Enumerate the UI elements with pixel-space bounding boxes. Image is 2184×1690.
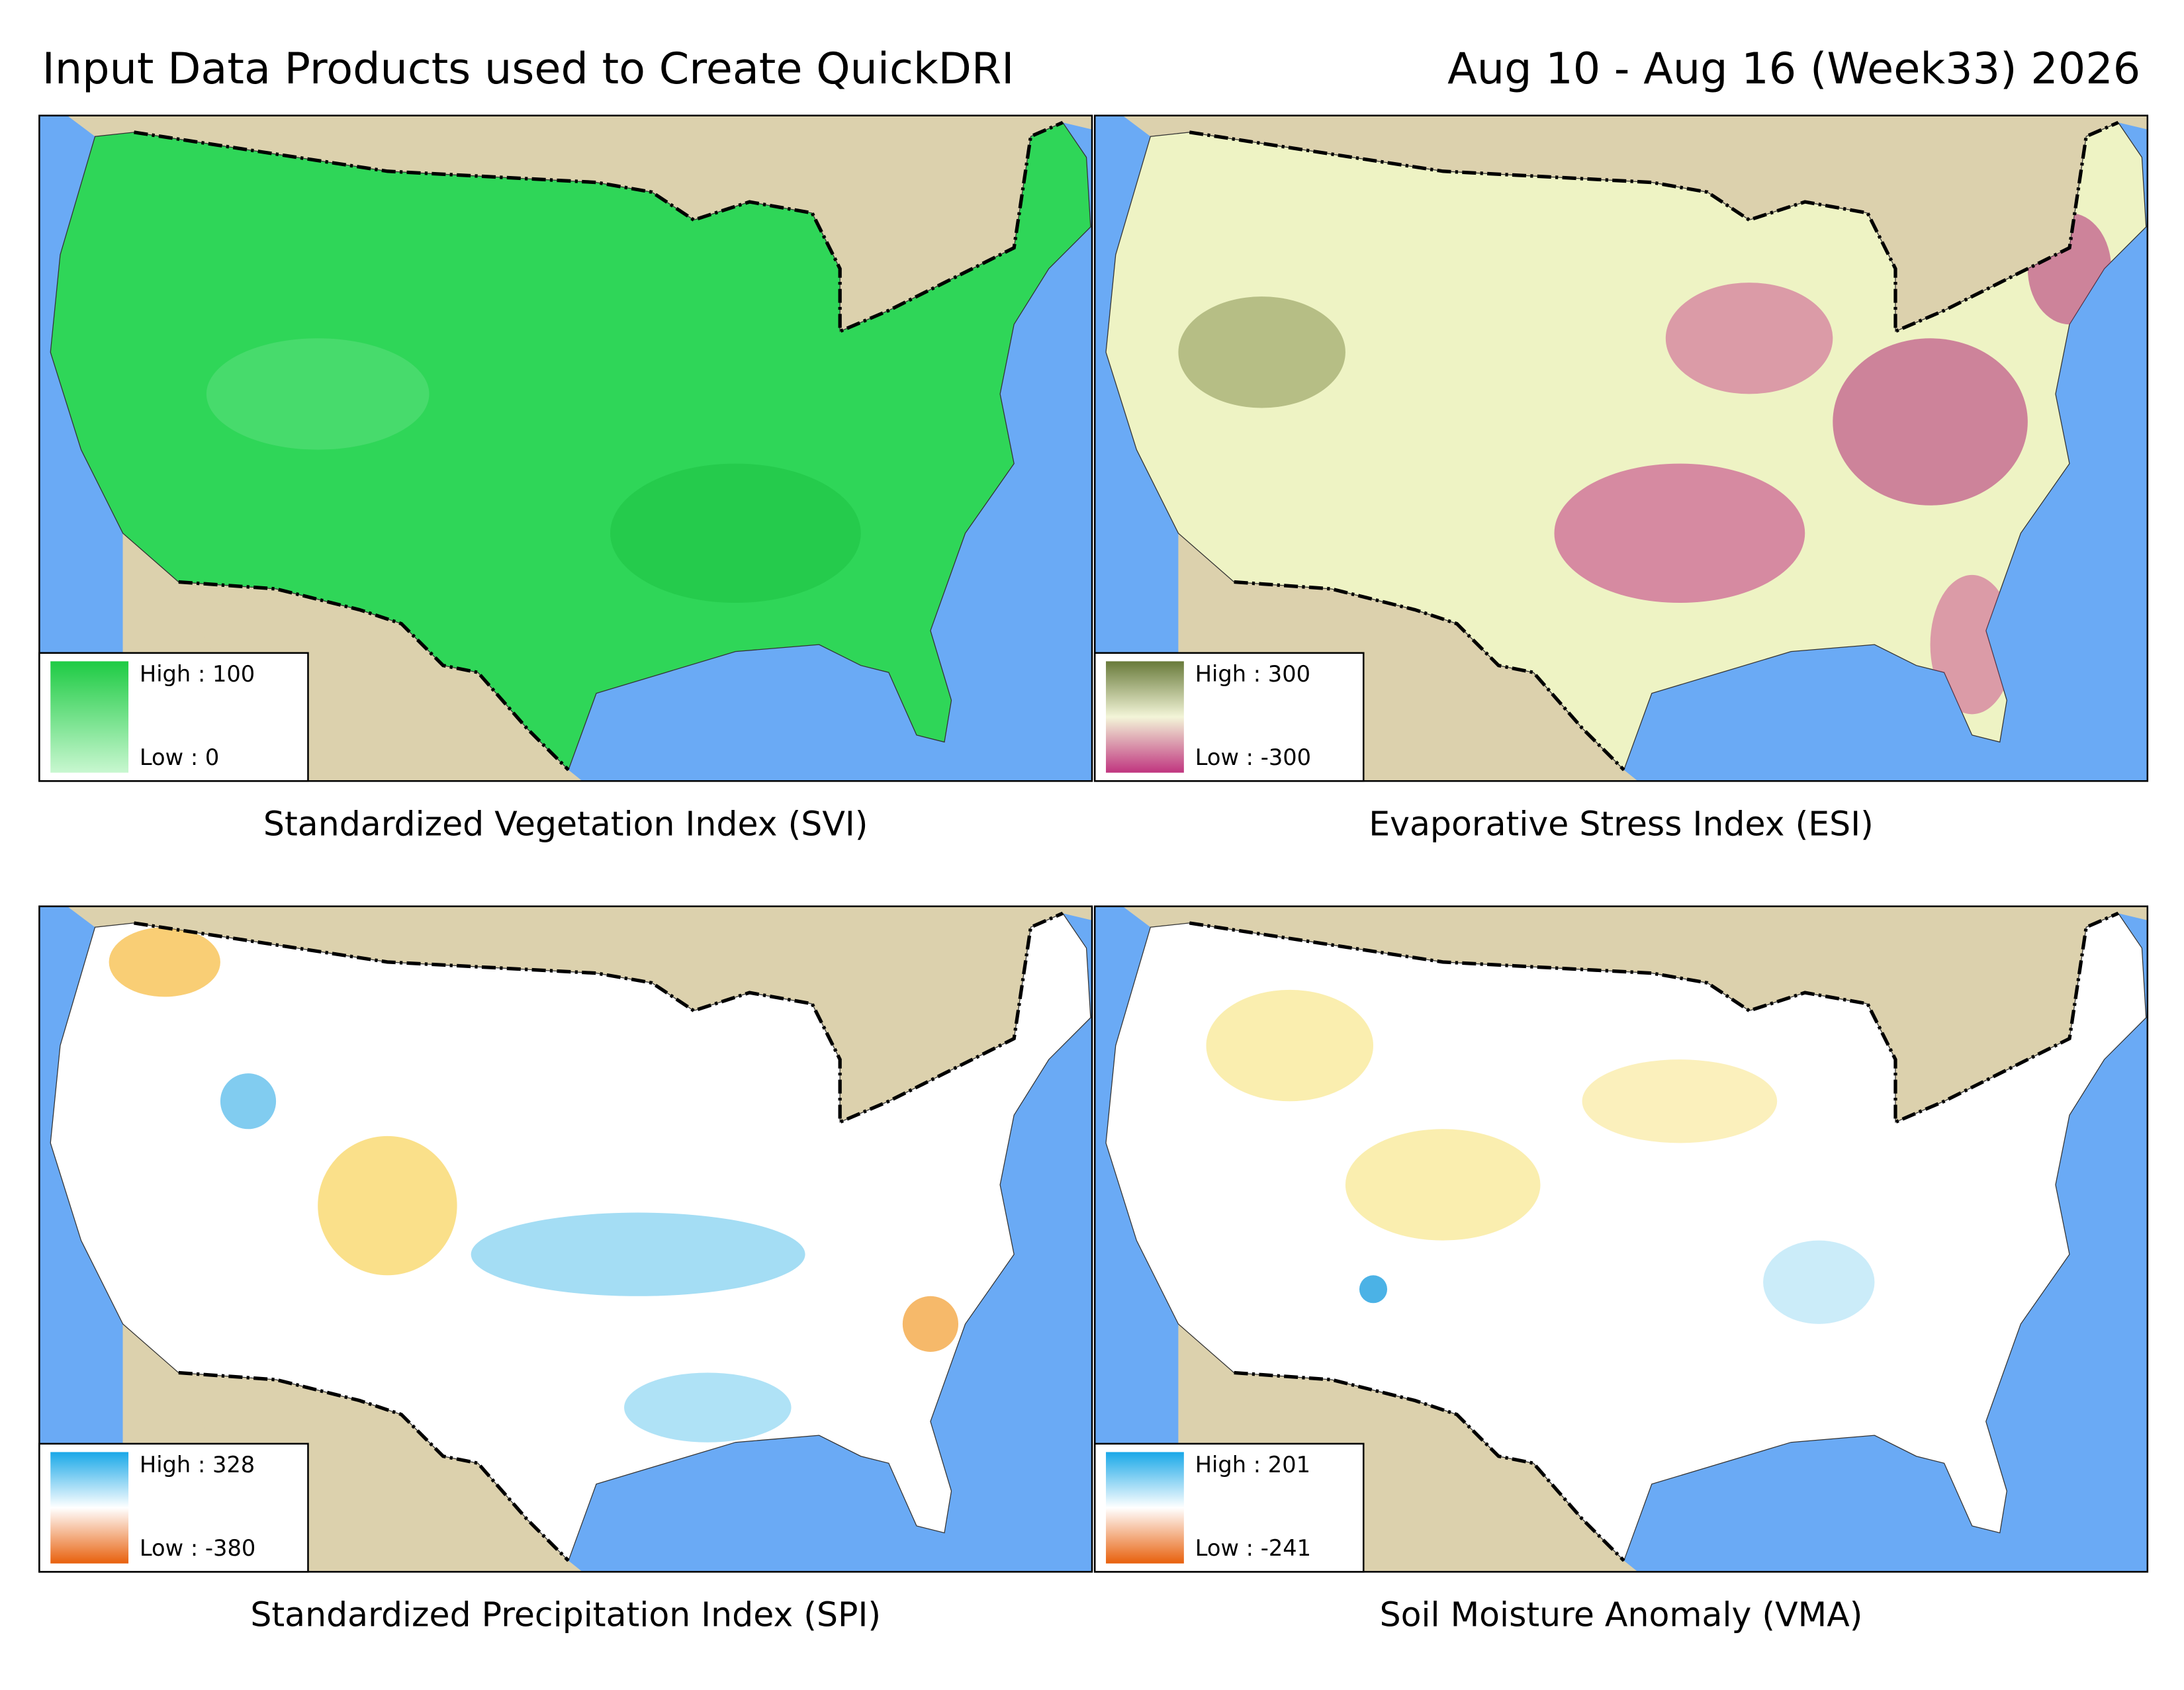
border [178,1370,570,1562]
figure-title: Input Data Products used to Create Quick… [42,44,1015,94]
index-area [1359,1275,1388,1304]
legend-low: Low : -241 [1195,1535,1311,1561]
legend: High : 201 Low : -241 [1093,1443,1365,1573]
canada [39,115,1093,332]
legend-high: High : 100 [140,661,255,687]
index-area [624,1372,792,1443]
map-panel: High : 201 Low : -241 [1093,905,2149,1573]
panel-caption: Evaporative Stress Index (ESI) [1369,804,1874,843]
legend-ramp [50,661,129,773]
index-area [1582,1059,1778,1143]
panel-caption: Soil Moisture Anomaly (VMA) [1380,1595,1863,1634]
map-panel: High : 300 Low : -300 [1093,114,2149,782]
legend-ramp [50,1452,129,1564]
index-area [1930,574,2014,715]
legend-high: High : 328 [140,1452,255,1478]
panel-caption: Standardized Precipitation Index (SPI) [250,1595,881,1634]
index-pattern [1206,989,1875,1324]
index-area [610,463,861,603]
legend: High : 328 Low : -380 [38,1443,309,1573]
index-area [471,1212,805,1296]
index-area [1763,1240,1875,1324]
index-pattern [109,927,959,1443]
index-area [1206,989,1373,1102]
index-area [1554,463,1805,603]
panel-frame [38,905,1093,1573]
index-area [220,1073,277,1130]
map-panel: High : 328 Low : -380 [38,905,1093,1573]
legend-high: High : 201 [1195,1452,1310,1478]
canada [1095,906,2148,1122]
border [178,580,570,772]
legend-high: High : 300 [1195,661,1310,687]
index-pattern [1178,212,2112,715]
legend: High : 300 Low : -300 [1093,652,1365,782]
index-area [1178,296,1345,408]
index-pattern [206,338,861,603]
index-area [1345,1129,1541,1241]
panel-caption: Standardized Vegetation Index (SVI) [263,804,868,843]
panel-frame [38,114,1093,782]
legend-ramp [1106,661,1184,773]
legend-ramp [1106,1452,1184,1564]
border [1234,580,1625,772]
canada [39,906,1093,1122]
index-area [109,927,220,997]
map-body [39,906,1093,1572]
canada [1095,115,2148,332]
date-range: Aug 10 - Aug 16 (Week33) 2026 [1447,44,2140,94]
index-area [206,338,430,450]
index-area [1665,283,1833,394]
index-area [1833,338,2028,506]
index-area [318,1135,457,1276]
legend: High : 100 Low : 0 [38,652,309,782]
panel-frame [1093,114,2149,782]
border [1234,1370,1625,1562]
legend-low: Low : -380 [140,1535,255,1561]
legend-low: Low : 0 [140,744,219,770]
panel-frame [1093,905,2149,1573]
legend-low: Low : -300 [1195,744,1311,770]
index-area [902,1296,959,1352]
map-panel: High : 100 Low : 0 [38,114,1093,782]
